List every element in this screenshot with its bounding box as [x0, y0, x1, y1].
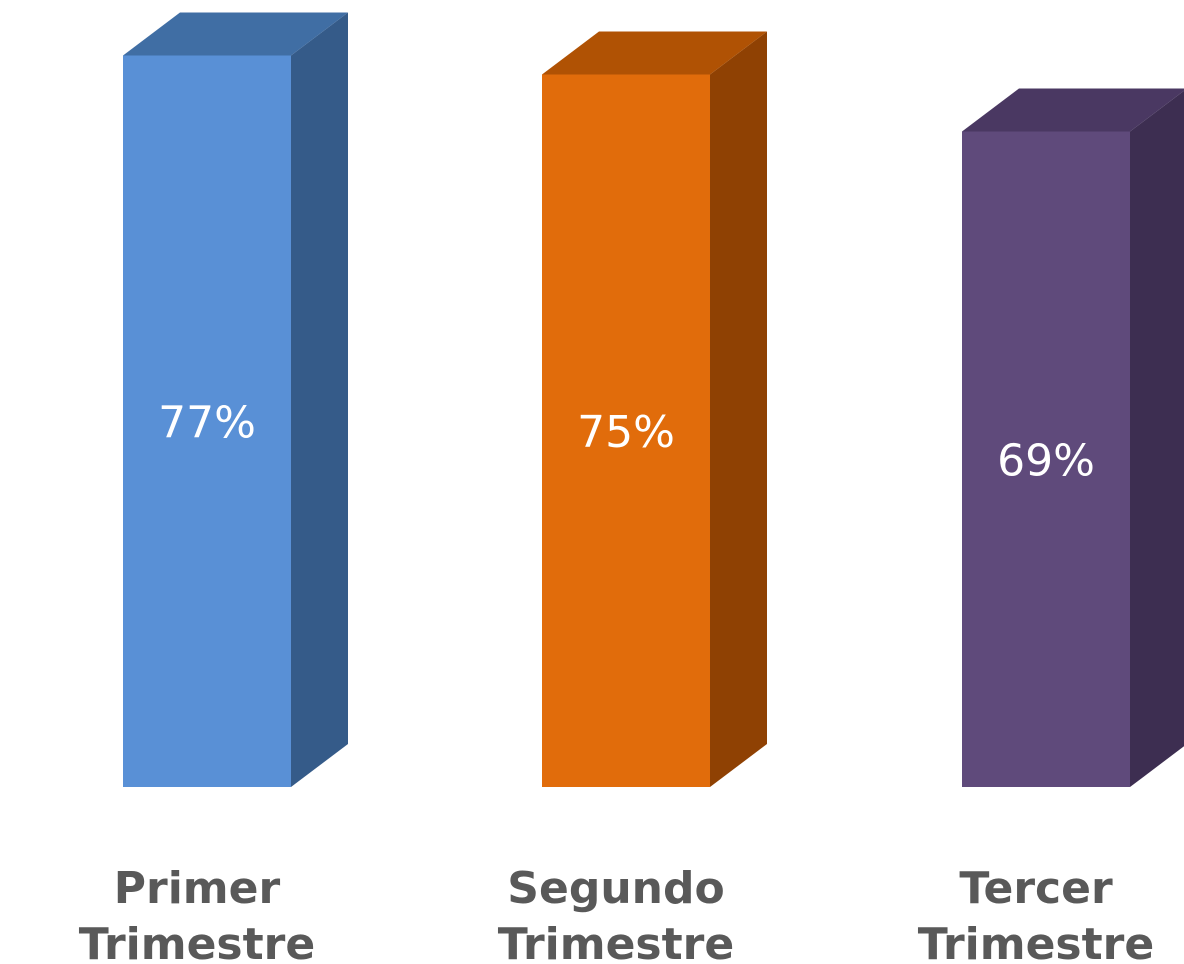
- bar-top-3: [962, 88, 1184, 132]
- category-label-line: Tercer: [959, 863, 1113, 914]
- data-label-3: 69%: [997, 435, 1095, 486]
- category-label-line: Primer: [114, 863, 281, 914]
- category-label-line: Segundo: [507, 863, 724, 914]
- category-label-2: Segundo Trimestre: [498, 863, 734, 964]
- bar-2: 75%: [542, 31, 767, 787]
- bar-side-3: [1130, 90, 1184, 787]
- bar-front-2: [542, 74, 710, 787]
- data-label-1: 77%: [158, 397, 256, 448]
- category-label-line: Trimestre: [79, 919, 315, 964]
- category-label-1: Primer Trimestre: [79, 863, 315, 964]
- bar-side-2: [710, 31, 767, 787]
- bar-front-1: [123, 55, 291, 787]
- bar-side-1: [291, 12, 348, 787]
- category-label-line: Trimestre: [918, 919, 1154, 964]
- bar-top-1: [123, 12, 348, 56]
- bar-top-2: [542, 31, 767, 75]
- data-label-2: 75%: [577, 407, 675, 458]
- bar-front-3: [962, 131, 1130, 787]
- category-label-3: Tercer Trimestre: [918, 863, 1154, 964]
- bar-1: 77%: [123, 12, 348, 787]
- category-label-line: Trimestre: [498, 919, 734, 964]
- bar-3: 69%: [962, 88, 1184, 787]
